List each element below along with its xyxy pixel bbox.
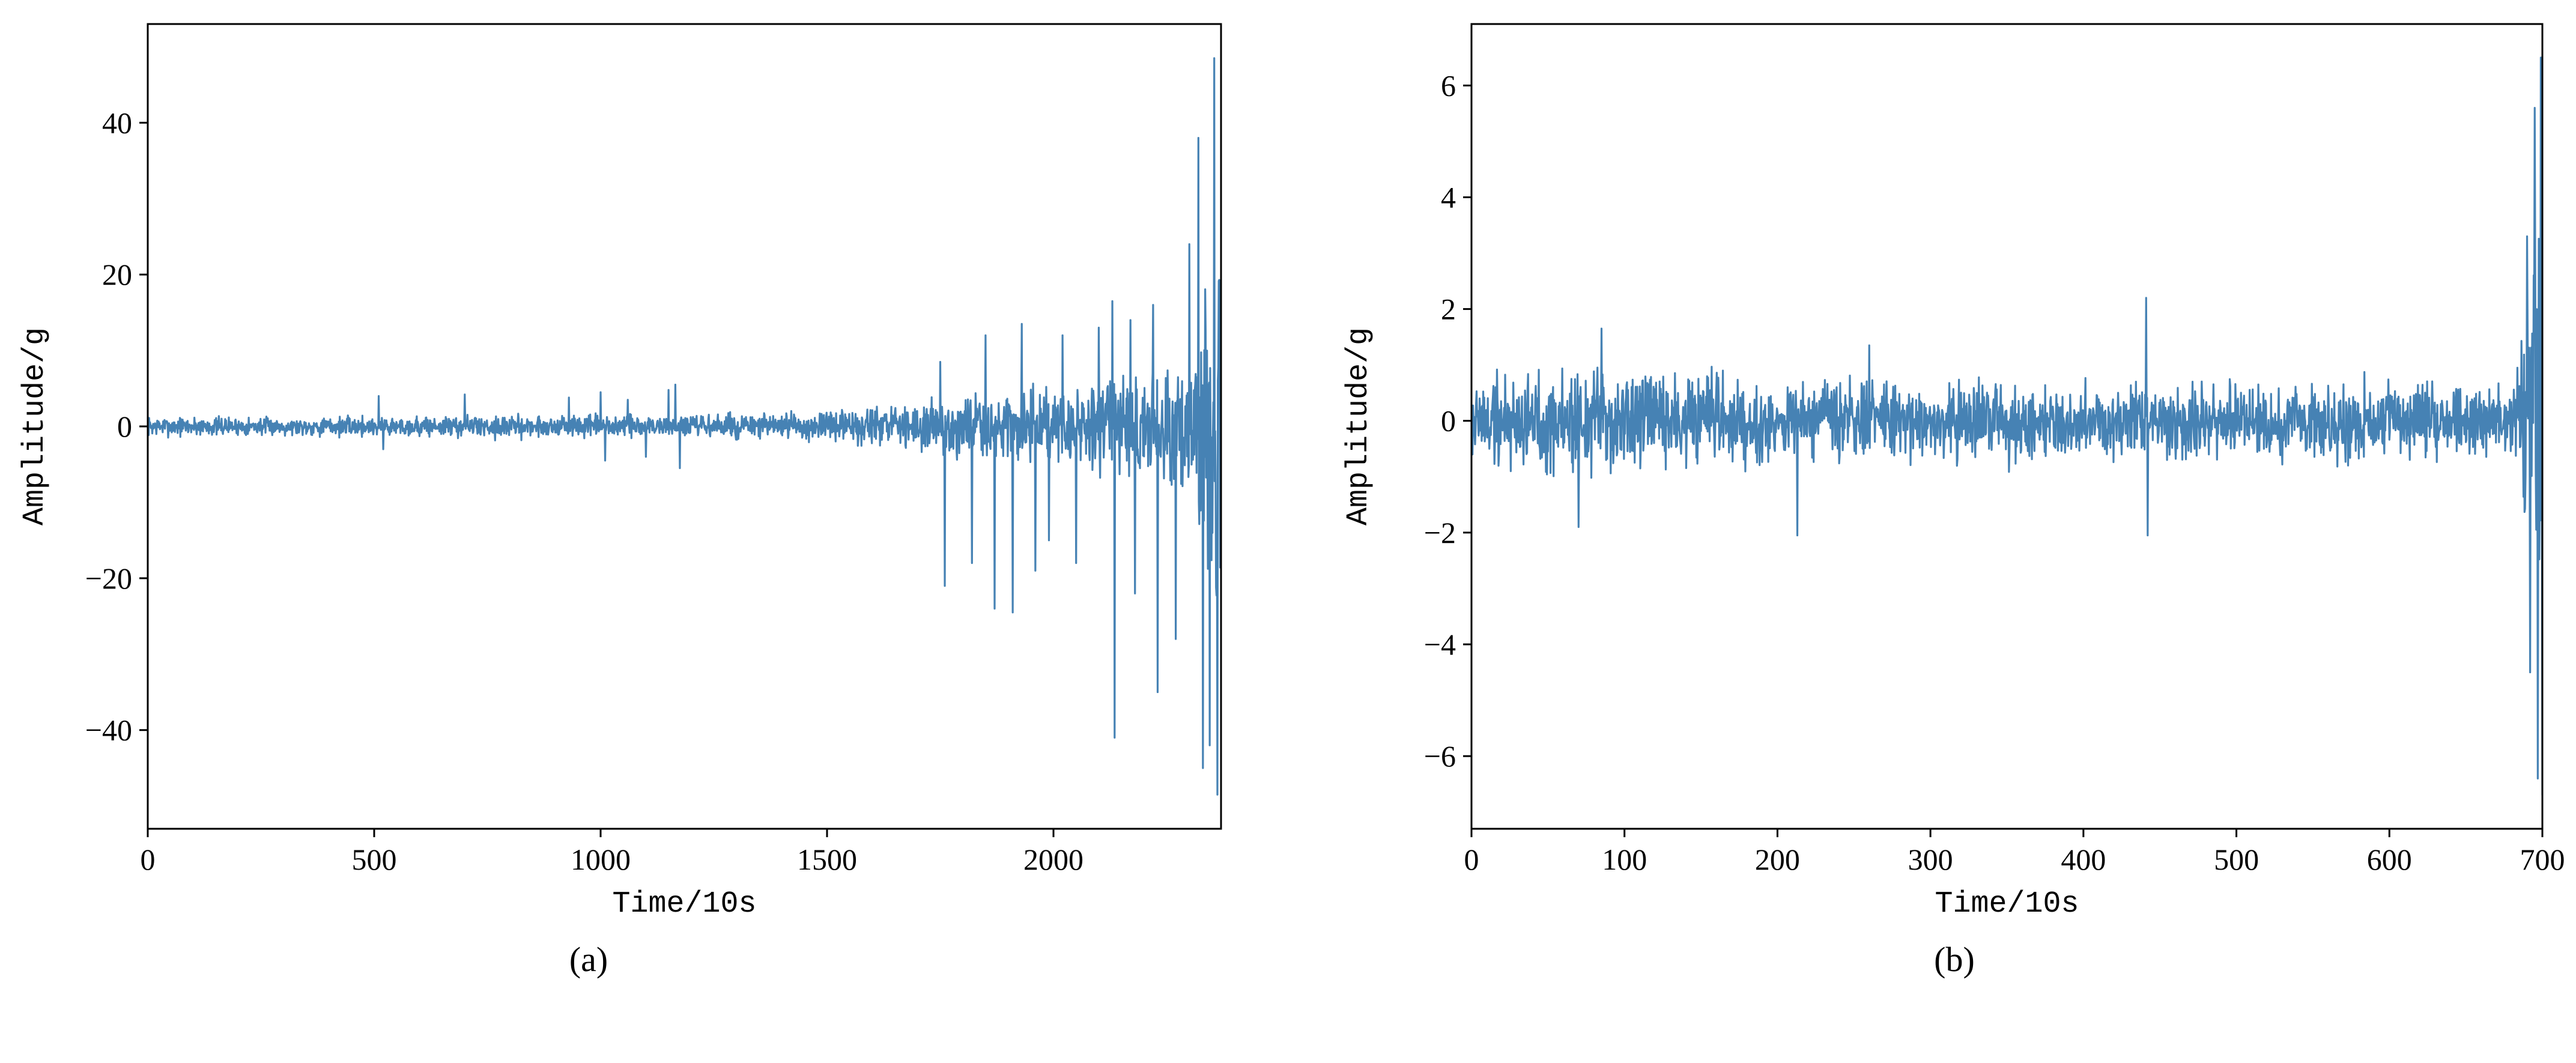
y-tick-label: −40 <box>85 713 132 747</box>
panel-b-caption: (b) <box>1934 940 1975 979</box>
y-tick-label: 6 <box>1441 68 1456 102</box>
x-tick-label: 1000 <box>571 843 631 876</box>
x-tick-label: 500 <box>352 843 397 876</box>
x-tick-label: 0 <box>1464 843 1479 876</box>
y-tick-label: −2 <box>1424 516 1456 550</box>
x-tick-label: 400 <box>2061 843 2106 876</box>
x-tick-label: 300 <box>1908 843 1953 876</box>
x-tick-label: 600 <box>2367 843 2412 876</box>
y-tick-label: 0 <box>1441 404 1456 438</box>
axes-frame <box>1470 23 2544 830</box>
x-tick-label: 500 <box>2214 843 2259 876</box>
y-tick-label: 2 <box>1441 292 1456 326</box>
signal-series <box>1471 56 2542 796</box>
x-tick-label: 1500 <box>797 843 857 876</box>
x-tick-label: 700 <box>2520 843 2565 876</box>
signal-series <box>148 57 1221 796</box>
y-tick-label: 20 <box>102 258 132 291</box>
y-tick-label: 4 <box>1441 180 1456 214</box>
y-tick-label: 40 <box>102 106 132 139</box>
x-tick-label: 2000 <box>1023 843 1083 876</box>
y-tick-label: 0 <box>117 410 132 443</box>
y-tick-label: −4 <box>1424 628 1456 661</box>
y-tick-label: −6 <box>1424 739 1456 773</box>
y-axis-label: Amplitude/g <box>1342 327 1376 525</box>
x-tick-label: 200 <box>1755 843 1800 876</box>
panel-a-caption: (a) <box>569 940 608 979</box>
x-axis-label: Time/10s <box>612 887 756 921</box>
y-axis-label: Amplitude/g <box>18 327 52 525</box>
x-tick-label: 0 <box>141 843 156 876</box>
panel-b-chart: 0 100 200 300 400 500 600 700 −6 −4 −2 0 2 4 6 Time/10s… <box>1342 23 2565 921</box>
x-tick-label: 100 <box>1602 843 1647 876</box>
x-axis-label: Time/10s <box>1935 887 2079 921</box>
panel-a-chart: 0 500 1000 1500 2000 −40 −20 0 20 40 Time/10s Ampli… <box>18 23 1222 921</box>
y-tick-label: −20 <box>85 562 132 595</box>
